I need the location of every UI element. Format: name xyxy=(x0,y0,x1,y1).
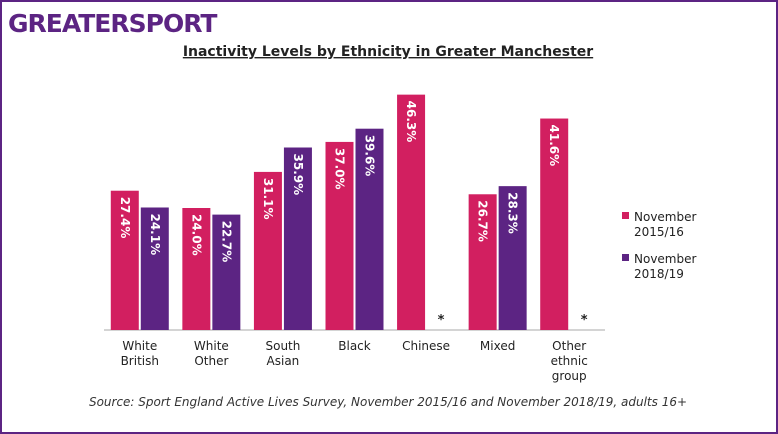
value-label: 41.6% xyxy=(547,125,561,167)
bar xyxy=(283,147,312,330)
legend-swatch xyxy=(622,254,629,261)
bar xyxy=(540,118,569,331)
value-label: 46.3% xyxy=(404,101,418,143)
logo: GREATERSPORT xyxy=(8,9,217,38)
chart-title: Inactivity Levels by Ethnicity in Greate… xyxy=(183,44,593,60)
missing-label: * xyxy=(581,313,588,328)
value-label: 37.0% xyxy=(333,148,347,190)
value-label: 27.4% xyxy=(118,197,132,239)
x-tick-label: Chinese xyxy=(402,339,450,353)
bar xyxy=(325,141,354,330)
value-label: 31.1% xyxy=(261,178,275,220)
legend-label: November 2018/19 xyxy=(634,252,696,281)
value-label: 39.6% xyxy=(363,135,377,177)
bar xyxy=(110,190,139,330)
bar xyxy=(498,186,527,330)
x-tick-label: South Asian xyxy=(265,339,300,368)
x-tick-label: Mixed xyxy=(480,339,515,353)
legend-swatch xyxy=(622,212,629,219)
bar xyxy=(212,214,241,330)
legend-label: November 2015/16 xyxy=(634,210,696,239)
x-tick-label: Black xyxy=(338,339,371,353)
value-label: 24.1% xyxy=(148,213,162,255)
x-tick-label: White British xyxy=(121,339,159,368)
bar xyxy=(140,207,169,330)
source: Source: Sport England Active Lives Surve… xyxy=(89,395,687,409)
bar xyxy=(355,128,384,330)
value-label: 35.9% xyxy=(291,154,305,196)
x-tick-label: White Other xyxy=(194,339,229,368)
bar xyxy=(253,171,282,330)
missing-label: * xyxy=(438,313,445,328)
bar xyxy=(397,94,426,331)
bar xyxy=(468,194,497,330)
value-label: 24.0% xyxy=(189,214,203,256)
value-label: 28.3% xyxy=(506,192,520,234)
value-label: 22.7% xyxy=(219,221,233,263)
value-label: 26.7% xyxy=(476,200,490,242)
bar xyxy=(182,208,211,330)
x-tick-label: Other ethnic group xyxy=(551,339,588,383)
